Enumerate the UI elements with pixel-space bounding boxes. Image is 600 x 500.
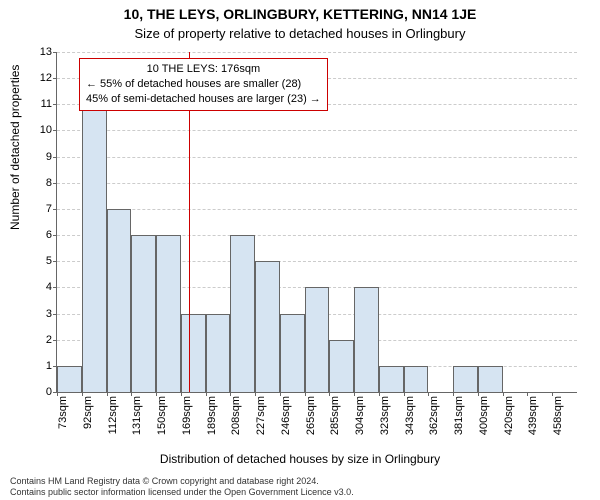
y-axis-label: Number of detached properties <box>8 65 22 230</box>
x-tick-label: 208sqm <box>230 396 242 435</box>
y-tick-label: 8 <box>46 177 52 189</box>
x-tick-label: 304sqm <box>354 396 366 435</box>
x-tick-label: 439sqm <box>527 396 539 435</box>
y-tick-label: 7 <box>46 203 52 215</box>
x-tick-label: 227sqm <box>255 396 267 435</box>
x-tick-label: 400sqm <box>478 396 490 435</box>
histogram-bar <box>255 261 280 392</box>
annotation-line: 10 THE LEYS: 176sqm <box>86 62 321 77</box>
x-tick-label: 73sqm <box>57 396 69 429</box>
histogram-bar <box>230 235 255 392</box>
histogram-bar <box>379 366 404 392</box>
footer-line: Contains public sector information licen… <box>10 487 354 498</box>
y-tick-label: 13 <box>40 46 52 58</box>
x-tick-label: 169sqm <box>181 396 193 435</box>
chart-container: 10, THE LEYS, ORLINGBURY, KETTERING, NN1… <box>0 0 600 500</box>
y-tick-label: 11 <box>41 98 52 110</box>
gridline <box>57 52 577 53</box>
gridline <box>57 209 577 210</box>
histogram-bar <box>453 366 478 392</box>
histogram-bar <box>478 366 503 392</box>
y-tick-label: 2 <box>46 334 52 346</box>
footer: Contains HM Land Registry data © Crown c… <box>10 476 354 499</box>
y-tick-label: 6 <box>46 229 52 241</box>
footer-line: Contains HM Land Registry data © Crown c… <box>10 476 354 487</box>
annotation-line: ← 55% of detached houses are smaller (28… <box>86 77 321 92</box>
histogram-bar <box>107 209 132 392</box>
x-tick-label: 189sqm <box>206 396 218 435</box>
y-tick-label: 0 <box>46 386 52 398</box>
x-tick-label: 285sqm <box>329 396 341 435</box>
histogram-bar <box>305 287 330 392</box>
gridline <box>57 130 577 131</box>
y-tick-label: 3 <box>46 308 52 320</box>
x-tick-label: 131sqm <box>131 396 143 435</box>
histogram-bar <box>404 366 429 392</box>
y-tick-label: 12 <box>40 72 52 84</box>
annotation-line: 45% of semi-detached houses are larger (… <box>86 92 321 107</box>
histogram-bar <box>329 340 354 392</box>
histogram-bar <box>131 235 156 392</box>
x-tick-label: 381sqm <box>453 396 465 435</box>
y-tick-label: 1 <box>46 360 52 372</box>
x-tick-label: 343sqm <box>404 396 416 435</box>
x-tick-label: 265sqm <box>305 396 317 435</box>
y-tick-label: 10 <box>40 124 52 136</box>
y-tick-label: 9 <box>46 151 52 163</box>
gridline <box>57 183 577 184</box>
title-main: 10, THE LEYS, ORLINGBURY, KETTERING, NN1… <box>0 6 600 22</box>
x-tick-label: 458sqm <box>552 396 564 435</box>
y-tick-label: 5 <box>46 255 52 267</box>
histogram-bar <box>57 366 82 392</box>
x-axis-label: Distribution of detached houses by size … <box>0 452 600 466</box>
histogram-bar <box>280 314 305 392</box>
histogram-bar <box>181 314 206 392</box>
gridline <box>57 157 577 158</box>
x-tick-label: 362sqm <box>428 396 440 435</box>
histogram-bar <box>156 235 181 392</box>
x-tick-label: 92sqm <box>82 396 94 429</box>
annotation-box: 10 THE LEYS: 176sqm← 55% of detached hou… <box>79 58 328 111</box>
histogram-bar <box>354 287 379 392</box>
histogram-bar <box>206 314 231 392</box>
y-tick-label: 4 <box>46 281 52 293</box>
x-tick-label: 246sqm <box>280 396 292 435</box>
title-sub: Size of property relative to detached ho… <box>0 26 600 41</box>
histogram-bar <box>82 104 107 392</box>
x-tick-label: 323sqm <box>379 396 391 435</box>
x-tick-label: 150sqm <box>156 396 168 435</box>
x-tick-label: 420sqm <box>503 396 515 435</box>
x-tick-label: 112sqm <box>107 396 119 434</box>
plot-area: 01234567891011121373sqm92sqm112sqm131sqm… <box>56 52 577 393</box>
